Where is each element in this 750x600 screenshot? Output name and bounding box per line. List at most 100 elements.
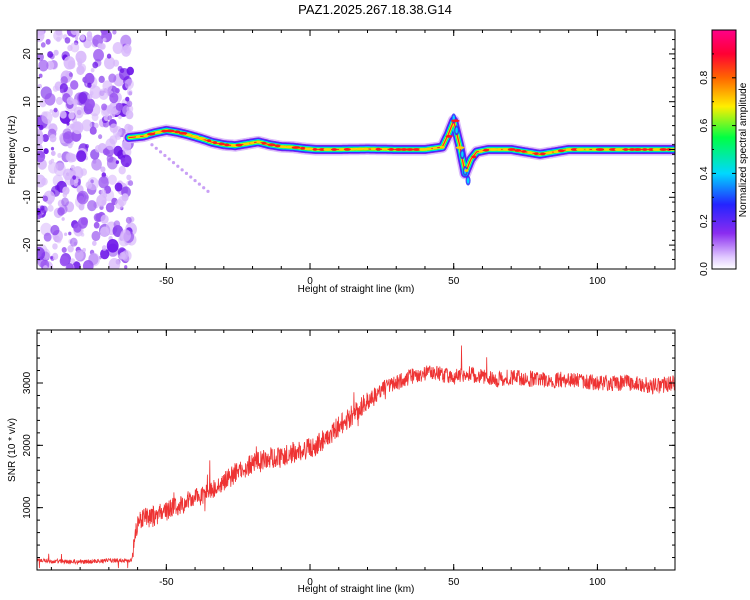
noise-blob (101, 199, 107, 206)
noise-blob (193, 178, 197, 183)
noise-blob (38, 59, 49, 72)
noise-blob (105, 138, 116, 151)
ridge-speckle (439, 145, 445, 149)
ridge-speckle (356, 147, 364, 151)
noise-blob (50, 146, 55, 151)
colorbar-gradient (711, 29, 737, 270)
ridge-speckle (425, 147, 432, 151)
ridge-speckle (533, 152, 539, 156)
snr-series (37, 345, 675, 569)
noise-blob (67, 245, 74, 253)
noise-blob (108, 258, 121, 269)
noise-blob (42, 134, 49, 142)
x-tick-label: 50 (448, 276, 460, 287)
ridge-speckle (212, 141, 218, 144)
ridge-speckle (174, 130, 181, 134)
noise-blob (100, 248, 110, 260)
ridge-speckle (371, 147, 376, 151)
ridge-speckle (206, 139, 212, 143)
colorbar: 0.0 0.2 0.4 0.6 0.8 Normalized spectral ampl… (699, 29, 749, 276)
ridge-speckle (285, 145, 293, 149)
ridge-spike (461, 151, 464, 158)
noise-blob (52, 252, 59, 260)
snr-x-label: Height of straight line (km) (298, 584, 415, 595)
noise-blob (101, 245, 107, 251)
noise-blob (101, 172, 107, 178)
noise-blob (86, 31, 93, 38)
noise-blob (87, 200, 97, 212)
noise-blob (47, 51, 54, 58)
ridge-speckle (304, 147, 314, 151)
ridge-speckle (570, 148, 579, 151)
noise-blob (63, 131, 74, 144)
colorbar-tick-label: 0.0 (699, 262, 710, 276)
noise-blob (125, 96, 130, 102)
noise-blob (40, 42, 46, 48)
ridge-speckle (178, 131, 188, 135)
x-tick-label: 100 (589, 577, 606, 588)
ridge-speckle (218, 142, 225, 146)
noise-blob (37, 83, 42, 89)
noise-blob (76, 150, 87, 162)
ridge-speckle (514, 149, 522, 152)
x-tick-label: -50 (159, 577, 174, 588)
colorbar-ticks: 0.0 0.2 0.4 0.6 0.8 (699, 53, 736, 276)
y-tick-label: 10 (22, 96, 33, 108)
ridge-speckle (642, 148, 648, 151)
snr-y-label: SNR (10 * v/v) (7, 418, 18, 482)
noise-blob (59, 88, 64, 94)
noise-blob (124, 265, 128, 269)
noise-blob (106, 104, 115, 114)
ridge-speckle (648, 148, 655, 151)
noise-blob (64, 37, 71, 44)
noise-blob (150, 143, 154, 147)
noise-blob (120, 229, 131, 242)
ridge-speckle (395, 148, 402, 151)
noise-blob (68, 231, 72, 236)
ridge-speckle (291, 146, 301, 149)
noise-blob (68, 112, 75, 120)
ridge-speckle (623, 148, 629, 151)
noise-blob (108, 73, 117, 83)
noise-blob (72, 99, 78, 106)
noise-blob (82, 247, 87, 253)
noise-blob (74, 249, 84, 261)
noise-blob (43, 232, 52, 242)
noise-blob (98, 176, 109, 189)
ridge-speckle (445, 134, 453, 138)
noise-blob (112, 30, 117, 35)
spectrogram-y-ticks: -20 -10 0 10 20 (22, 29, 675, 270)
noise-blob (102, 37, 107, 42)
noise-blob (42, 195, 48, 202)
ridge-speckle (190, 135, 200, 139)
noise-blob (109, 123, 118, 133)
noise-blob (112, 59, 120, 67)
ridge-speckle (585, 148, 590, 151)
noise-blob (53, 107, 58, 113)
ridge-speckle (666, 148, 671, 151)
ridge-speckle (267, 143, 276, 147)
noise-blob (91, 230, 101, 242)
noise-blob (56, 36, 61, 43)
noise-blob (44, 92, 56, 106)
noise-blob (92, 61, 99, 69)
noise-blob (127, 180, 134, 187)
noise-blob (70, 258, 76, 264)
noise-blob (66, 96, 74, 106)
noise-blob (70, 80, 79, 90)
noise-blob (106, 155, 114, 163)
noise-blob (126, 66, 134, 76)
noise-blob (197, 182, 201, 186)
ridge-speckle (363, 147, 369, 151)
noise-blob (106, 53, 112, 59)
noise-blob (52, 243, 58, 250)
noise-blob (49, 134, 57, 143)
noise-blob (37, 246, 46, 261)
noise-blob (99, 43, 105, 50)
noise-blob (41, 111, 53, 125)
spectrogram-x-ticks: -50 0 50 100 (50, 30, 656, 287)
noise-blob (76, 190, 89, 205)
noise-blob (55, 96, 63, 105)
noise-blob (68, 72, 73, 78)
noise-blob (87, 82, 92, 88)
